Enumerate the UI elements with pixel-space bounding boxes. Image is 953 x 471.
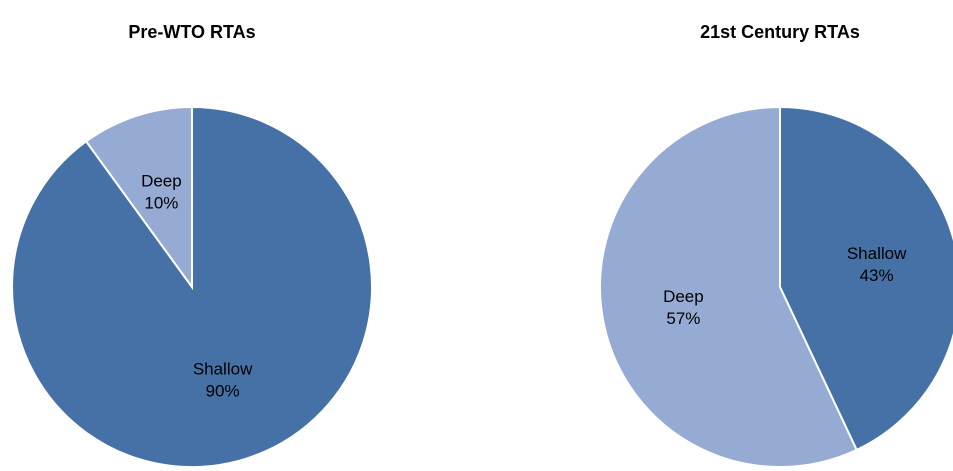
slice-value-label: 90% <box>206 382 240 401</box>
slice-value-label: 10% <box>144 193 178 212</box>
pie-slice <box>84 105 193 291</box>
slice-category-label: Deep <box>663 287 704 306</box>
chart-title: 21st Century RTAs <box>700 22 860 42</box>
chart-title: Pre-WTO RTAs <box>128 22 255 42</box>
slice-value-label: 57% <box>666 309 700 328</box>
slice-category-label: Shallow <box>847 244 907 263</box>
pie-slice <box>779 105 953 452</box>
pie-slice <box>599 105 858 468</box>
slice-value-label: 43% <box>860 266 894 285</box>
slice-category-label: Shallow <box>193 360 253 379</box>
slice-category-label: Deep <box>141 171 182 190</box>
